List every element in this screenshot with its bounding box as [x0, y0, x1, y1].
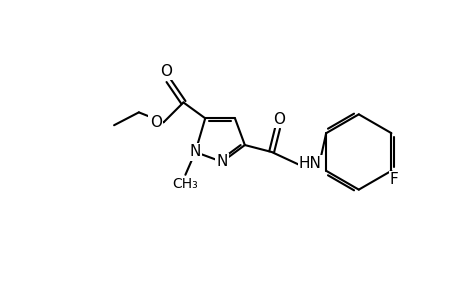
Text: F: F: [389, 172, 398, 187]
Text: N: N: [189, 145, 201, 160]
Text: HN: HN: [298, 156, 321, 171]
Text: O: O: [273, 112, 285, 127]
Text: N: N: [216, 154, 227, 169]
Text: O: O: [149, 115, 162, 130]
Text: CH₃: CH₃: [172, 177, 198, 191]
Text: O: O: [160, 64, 172, 79]
